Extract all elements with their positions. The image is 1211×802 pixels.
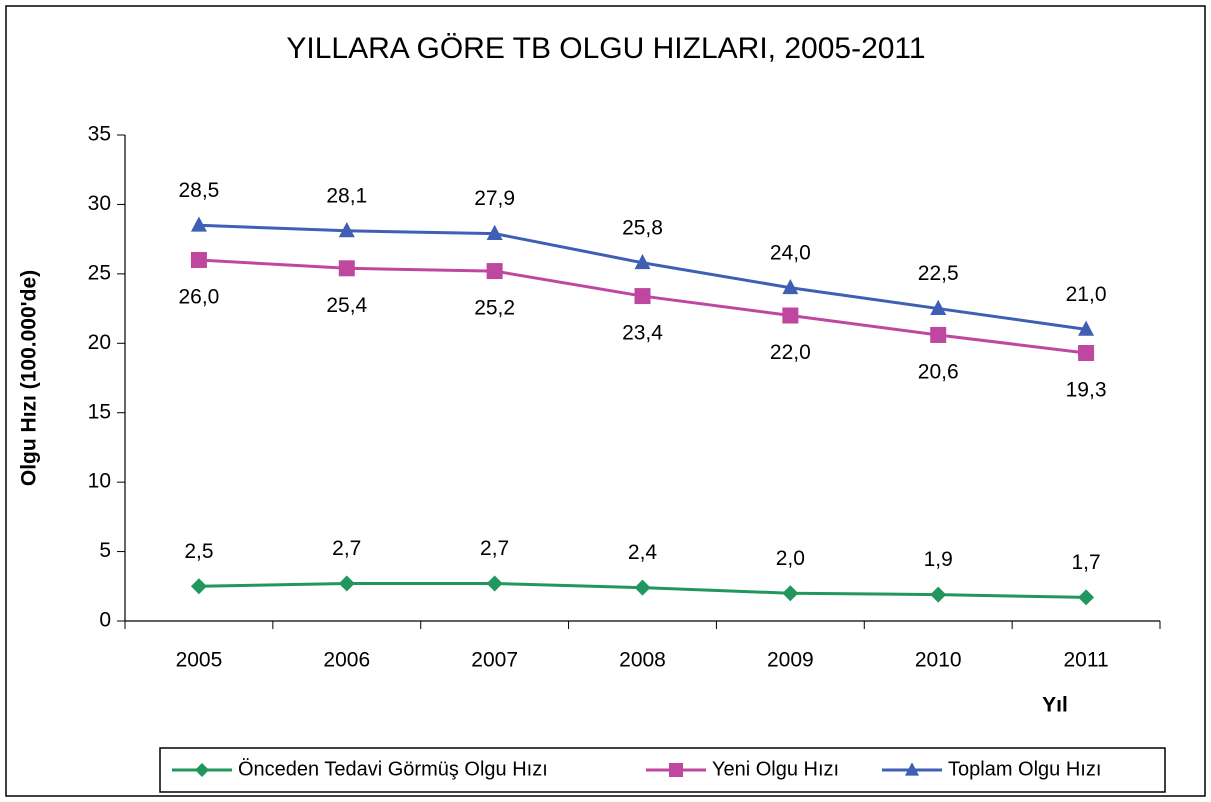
data-label: 22,0: [770, 341, 811, 364]
marker: [190, 578, 207, 595]
data-label: 28,1: [326, 184, 367, 207]
x-tick-label: 2010: [915, 649, 962, 672]
legend-marker: [669, 763, 683, 777]
y-tick-label: 5: [99, 539, 111, 562]
data-label: 19,3: [1066, 379, 1107, 402]
chart-border: [5, 5, 1206, 797]
legend-label: Toplam Olgu Hızı: [948, 758, 1101, 780]
data-label: 2,5: [184, 540, 213, 563]
data-label: 20,6: [918, 361, 959, 384]
marker: [782, 307, 799, 324]
marker: [930, 326, 947, 343]
marker: [1078, 589, 1095, 606]
y-tick-label: 15: [88, 400, 111, 423]
data-label: 2,0: [776, 547, 805, 570]
marker: [634, 288, 651, 305]
marker: [1078, 320, 1095, 336]
y-tick-label: 10: [88, 470, 111, 493]
marker: [930, 586, 947, 603]
x-tick-label: 2005: [176, 649, 223, 672]
y-tick-label: 30: [88, 192, 111, 215]
data-label: 25,4: [326, 294, 367, 317]
marker: [338, 575, 355, 592]
x-axis-label: Yıl: [1042, 694, 1068, 717]
x-tick-label: 2008: [619, 649, 666, 672]
data-label: 1,7: [1071, 551, 1100, 574]
x-tick-label: 2009: [767, 649, 814, 672]
marker: [782, 278, 799, 295]
data-label: 1,9: [924, 548, 953, 571]
marker: [634, 579, 651, 596]
data-label: 25,8: [622, 216, 663, 239]
y-tick-label: 20: [88, 331, 111, 354]
legend-label: Yeni Olgu Hızı: [712, 758, 839, 780]
data-label: 28,5: [178, 179, 219, 202]
legend-marker: [905, 762, 919, 776]
marker: [486, 575, 503, 592]
legend-label: Önceden Tedavi Görmüş Olgu Hızı: [238, 758, 548, 780]
x-tick-label: 2011: [1063, 649, 1108, 672]
y-tick-label: 35: [88, 123, 111, 146]
y-axis-label: Olgu Hızı (100.000'de): [18, 270, 41, 486]
data-label: 26,0: [178, 286, 219, 309]
data-label: 25,2: [474, 297, 515, 320]
data-label: 23,4: [622, 322, 663, 345]
y-tick-label: 25: [88, 261, 111, 284]
legend-box: [159, 747, 1166, 793]
marker: [634, 253, 651, 270]
marker: [338, 260, 355, 277]
marker: [486, 224, 503, 240]
data-label: 2,7: [480, 537, 509, 560]
marker: [782, 585, 799, 602]
marker: [190, 216, 207, 232]
data-label: 2,7: [332, 537, 361, 560]
data-label: 21,0: [1066, 283, 1107, 306]
marker: [190, 251, 207, 268]
marker: [486, 263, 503, 280]
data-label: 22,5: [918, 262, 959, 285]
data-label: 27,9: [474, 187, 515, 210]
marker: [338, 222, 355, 238]
x-tick-label: 2007: [471, 649, 518, 672]
y-tick-label: 0: [99, 609, 111, 632]
data-label: 2,4: [628, 541, 658, 564]
legend-marker: [195, 763, 209, 777]
marker: [1078, 345, 1095, 362]
data-label: 24,0: [770, 241, 811, 264]
chart-title: YILLARA GÖRE TB OLGU HIZLARI, 2005-2011: [286, 32, 925, 65]
x-tick-label: 2006: [323, 649, 370, 672]
marker: [930, 299, 947, 315]
